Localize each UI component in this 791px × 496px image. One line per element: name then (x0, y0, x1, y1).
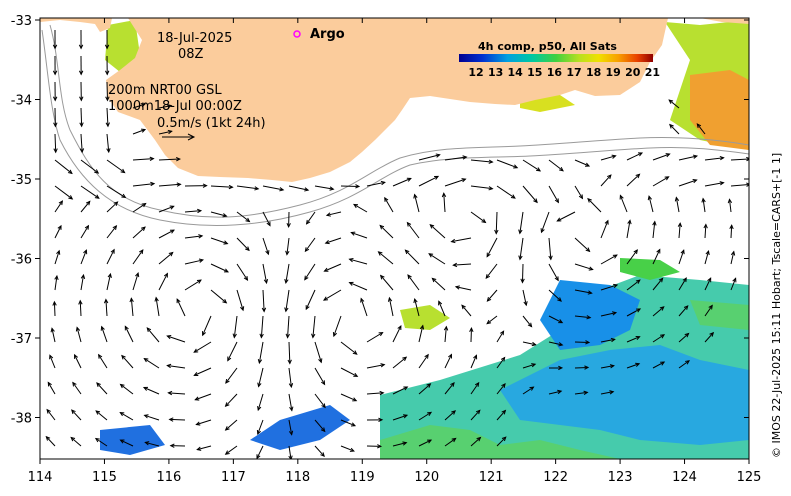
current-arrow (81, 108, 82, 126)
x-tick-label: 123 (608, 470, 633, 485)
x-tick-label: 116 (156, 470, 181, 485)
y-tick-label: -34 (11, 94, 32, 109)
colorbar-tick-label: 18 (586, 66, 601, 79)
current-arrow (170, 419, 185, 420)
colorbar-tick-label: 12 (468, 66, 483, 79)
colorbar-tick-label: 20 (625, 66, 641, 79)
x-tick-label: 118 (285, 470, 310, 485)
x-tick-label: 122 (543, 470, 568, 485)
velocity-scale-label: 0.5m/s (1kt 24h) (157, 116, 266, 131)
colorbar-title: 4h comp, p50, All Sats (478, 40, 617, 53)
x-tick-label: 117 (221, 470, 246, 485)
argo-label: Argo (310, 27, 345, 42)
x-tick-label: 114 (28, 470, 53, 485)
colorbar-tick-label: 21 (645, 66, 660, 79)
y-tick-label: -37 (11, 332, 32, 347)
date-label: 18-Jul-2025 (157, 31, 232, 46)
x-tick-label: 124 (672, 470, 697, 485)
hour-label: 08Z (178, 47, 204, 62)
current-arrow (575, 367, 588, 368)
y-tick-label: -35 (11, 173, 32, 188)
x-tick-label: 125 (737, 470, 762, 485)
colorbar-tick-label: 15 (527, 66, 542, 79)
colorbar-tick-label: 13 (488, 66, 503, 79)
x-tick-label: 115 (92, 470, 117, 485)
colorbar-tick-label: 17 (566, 66, 581, 79)
x-tick-label: 119 (350, 470, 375, 485)
colorbar-tick-label: 19 (606, 66, 621, 79)
depth-label-200: 200m NRT00 GSL (108, 83, 222, 98)
y-tick-label: -33 (11, 14, 32, 29)
colorbar (459, 54, 653, 62)
colorbar-tick-label: 14 (508, 66, 524, 79)
y-tick-label: -38 (11, 412, 32, 427)
current-arrow (522, 264, 523, 282)
x-tick-label: 121 (479, 470, 504, 485)
current-arrow (55, 134, 56, 152)
y-tick-label: -36 (11, 253, 32, 268)
x-tick-label: 120 (414, 470, 439, 485)
current-arrow (54, 302, 55, 316)
colorbar-tick-label: 16 (547, 66, 563, 79)
credit-label: © IMOS 22-Jul-2025 15:11 Hobart; Tscale=… (770, 153, 783, 458)
depth-label-1000: 1000m18-Jul 00:00Z (108, 99, 242, 114)
